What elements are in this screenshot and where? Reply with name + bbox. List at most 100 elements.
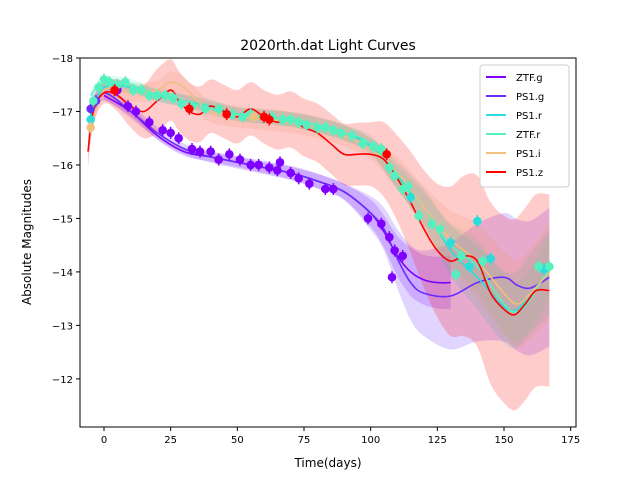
ztf-r-point-34 — [390, 171, 399, 180]
ztf-r-point-40 — [451, 270, 461, 279]
ztf-g-point-3 — [145, 117, 154, 127]
ztf-g-point-19 — [294, 174, 303, 183]
ztf-r-point-17 — [238, 112, 247, 122]
observation-points — [86, 73, 554, 284]
ztf-r-point-6 — [129, 85, 138, 95]
ztf-r-point-43 — [534, 262, 543, 271]
ps1-z-point-4 — [265, 115, 274, 124]
ztf-r-point-33 — [385, 163, 394, 172]
ztf-g-point-26 — [390, 246, 399, 255]
ztf-g-point-15 — [265, 163, 274, 172]
ztf-r-point-44 — [545, 262, 554, 271]
x-tick-label-150: 150 — [494, 435, 513, 446]
ztf-g-point-21 — [321, 184, 330, 194]
ztf-r-point-26 — [321, 123, 330, 132]
ztf-g-point-14 — [254, 160, 263, 170]
ztf-r-point-10 — [161, 91, 170, 100]
ztf-r-point-32 — [377, 144, 386, 154]
ps1-r-point-2 — [446, 238, 455, 247]
y-tick-label--12: −12 — [52, 375, 73, 386]
x-tick-label-25: 25 — [164, 435, 177, 446]
legend-label-ps1-i: PS1.i — [516, 149, 541, 160]
y-axis-label: Absolute Magnitudes — [20, 179, 34, 305]
ztf-g-point-11 — [225, 149, 234, 159]
ps1-r-point-4 — [473, 216, 482, 226]
ztf-r-point-23 — [294, 117, 303, 127]
ztf-g-point-8 — [195, 147, 205, 156]
ztf-g-point-12 — [235, 155, 245, 164]
ztf-r-point-7 — [137, 85, 146, 95]
ps1-z-point-5 — [382, 149, 391, 159]
x-tick-label-50: 50 — [231, 435, 244, 446]
legend-label-ps1-g: PS1.g — [516, 92, 544, 103]
y-tick-label--14: −14 — [52, 268, 73, 279]
ztf-r-point-38 — [427, 219, 437, 229]
x-tick-label-125: 125 — [428, 435, 447, 446]
x-tick-label-0: 0 — [101, 435, 107, 446]
legend-label-ztf-g: ZTF.g — [516, 73, 543, 84]
ztf-g-point-25 — [385, 232, 394, 242]
y-axis-ticks: −18 −17 −16 −15 −14 −13 −12 — [52, 54, 80, 386]
y-tick-label--17: −17 — [52, 107, 73, 118]
legend: ZTF.g PS1.g PS1.r ZTF.r PS1.i PS1.z — [479, 64, 570, 188]
ztf-r-point-31 — [369, 141, 378, 151]
plot-frame — [79, 57, 577, 428]
ps1-r-point-1 — [406, 192, 415, 202]
ztf-g-point-22 — [329, 184, 338, 194]
y-tick-label--13: −13 — [52, 321, 73, 332]
ps1-z-point-0 — [110, 85, 119, 95]
ps1-z-point-2 — [222, 109, 231, 119]
y-tick-label--15: −15 — [52, 214, 73, 225]
ps1-i-point-0 — [86, 123, 95, 132]
ztf-r-point-25 — [313, 123, 322, 132]
ztf-g-point-27 — [398, 251, 407, 261]
y-tick-label--16: −16 — [52, 161, 73, 172]
ztf-g-point-20 — [305, 179, 314, 188]
ztf-r-point-14 — [201, 104, 210, 114]
ztf-g-point-17 — [275, 157, 285, 167]
ztf-g-point-9 — [206, 147, 215, 156]
ztf-r-point-24 — [302, 120, 311, 130]
ztf-g-point-5 — [166, 128, 175, 138]
legend-label-ztf-r: ZTF.r — [516, 130, 541, 141]
ztf-r-point-9 — [153, 91, 162, 100]
ztf-g-point-7 — [187, 144, 197, 154]
x-tick-label-175: 175 — [561, 435, 580, 446]
ztf-r-point-39 — [435, 224, 445, 234]
ps1-z-curve — [87, 89, 550, 316]
ztf-r-point-27 — [329, 125, 338, 135]
ps1-r-point-0 — [86, 115, 95, 124]
ps1-r-point-5 — [486, 254, 495, 263]
ztf-r-point-42 — [478, 256, 487, 266]
ztf-r-point-11 — [169, 93, 178, 103]
ztf-r-point-8 — [145, 91, 154, 100]
ztf-g-band — [104, 91, 451, 310]
ztf-g-point-2 — [131, 107, 141, 116]
legend-label-ps1-r: PS1.r — [516, 111, 543, 122]
ztf-g-point-18 — [286, 168, 295, 178]
ztf-r-point-1 — [94, 83, 103, 92]
ztf-g-point-6 — [174, 133, 183, 143]
ztf-r-point-3 — [105, 77, 114, 87]
ztf-g-point-24 — [377, 219, 386, 229]
x-axis-label: Time(days) — [293, 456, 361, 470]
ztf-r-point-0 — [89, 96, 98, 106]
ztf-r-point-29 — [347, 131, 357, 140]
ztf-g-point-13 — [246, 160, 255, 170]
ps1-i-point-1 — [249, 112, 258, 122]
ztf-r-point-30 — [358, 139, 367, 148]
ztf-r-point-37 — [414, 211, 423, 221]
legend-label-ps1-z: PS1.z — [516, 168, 543, 179]
ps1-g-band — [90, 85, 550, 356]
ztf-g-point-1 — [123, 101, 133, 111]
ztf-g-point-4 — [158, 125, 167, 135]
ztf-r-point-15 — [214, 104, 223, 114]
ps1-z-point-1 — [185, 104, 194, 114]
ztf-r-point-36 — [403, 182, 413, 191]
ztf-r-point-5 — [121, 77, 130, 87]
ztf-g-point-23 — [363, 214, 373, 223]
x-tick-label-75: 75 — [298, 435, 311, 446]
ps1-r-band — [90, 79, 550, 349]
ztf-g-point-28 — [387, 272, 397, 282]
